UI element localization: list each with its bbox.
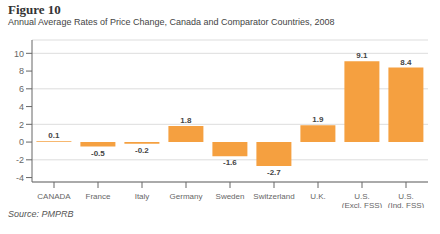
svg-text:Sweden: Sweden [216,192,245,201]
html-text:Figure 10: Figure 10 [8,2,61,17]
svg-text:-0.2: -0.2 [135,146,149,155]
svg-text:8.4: 8.4 [400,58,412,67]
svg-text:-1.6: -1.6 [223,158,237,167]
svg-text:1.8: 1.8 [180,116,192,125]
svg-text:-2: -2 [16,155,24,165]
svg-text:-0.5: -0.5 [91,149,105,158]
svg-text:2: 2 [19,120,24,130]
svg-text:-2.7: -2.7 [267,168,281,177]
svg-text:1.9: 1.9 [312,115,324,124]
svg-text:0.1: 0.1 [48,131,60,140]
svg-text:U.S.(Ind. FSS): U.S.(Ind. FSS) [388,192,425,208]
svg-text:9.1: 9.1 [356,51,368,60]
svg-text:U.S.(Excl. FSS): U.S.(Excl. FSS) [342,192,383,208]
svg-text:6: 6 [19,84,24,94]
svg-text:Switzerland: Switzerland [253,192,294,201]
svg-text:-4: -4 [16,173,24,183]
svg-text:CANADA: CANADA [37,192,71,201]
svg-text:U.K.: U.K. [310,192,326,201]
svg-text:10: 10 [14,49,24,59]
svg-text:Germany: Germany [170,192,203,201]
svg-text:Italy: Italy [135,192,150,201]
svg-text:4: 4 [19,102,24,112]
html-text:Source: PMPRB: Source: PMPRB [8,209,74,219]
svg-text:France: France [86,192,111,201]
svg-text:8: 8 [19,66,24,76]
html-text:Annual Average Rates of Price: Annual Average Rates of Price Change, Ca… [8,17,335,27]
svg-text:0: 0 [19,137,24,147]
